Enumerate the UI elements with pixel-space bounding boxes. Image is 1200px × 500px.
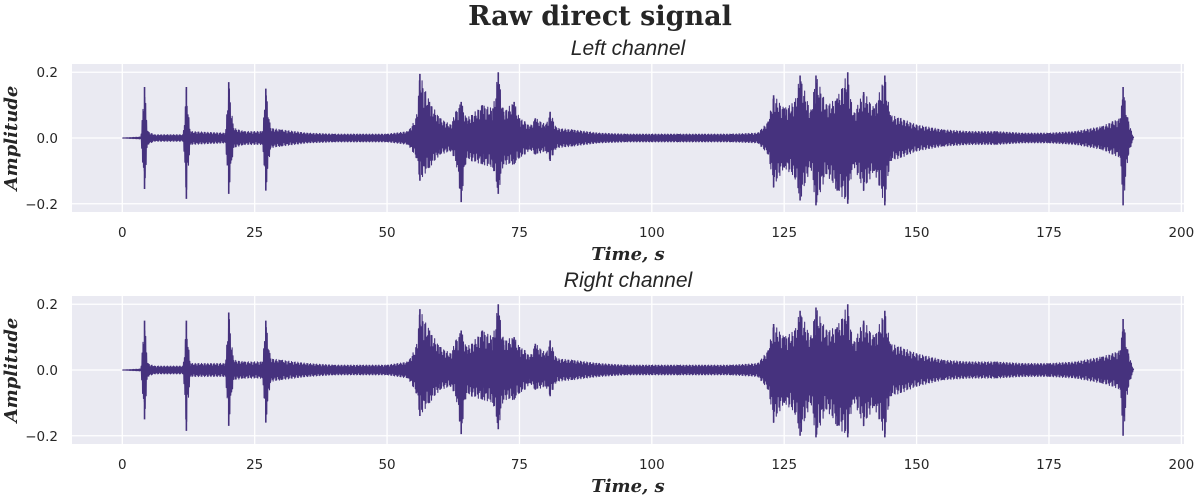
right-channel-panel: 0 25 50 75 100 125 150 175 200 −0.2 0.0 0.2 Right c… xyxy=(1,269,1194,497)
x-tick-label: 75 xyxy=(511,457,528,473)
waveform-peaks xyxy=(140,304,1130,438)
tick-layer: 0 25 50 75 100 125 150 175 200 −0.2 0.0 0.2 xyxy=(25,65,1194,241)
y-axis-label: Amplitude xyxy=(1,86,22,193)
tick-layer: 0 25 50 75 100 125 150 175 200 −0.2 0.0 0.2 xyxy=(25,297,1194,473)
waveform-line xyxy=(122,305,1135,435)
y-tick-label: 0.0 xyxy=(37,131,58,147)
series-layer xyxy=(122,72,1135,206)
left-channel-panel: 0 25 50 75 100 125 150 175 200 −0.2 0.0 0.2 Left ch… xyxy=(1,37,1194,265)
figure-title: Raw direct signal xyxy=(468,1,732,32)
y-tick-label: 0.0 xyxy=(37,363,58,379)
y-axis-label: Amplitude xyxy=(1,318,22,425)
series-layer xyxy=(122,304,1135,438)
panel-title: Left channel xyxy=(571,37,687,60)
x-tick-label: 150 xyxy=(904,225,930,241)
x-tick-label: 200 xyxy=(1168,457,1194,473)
x-tick-label: 0 xyxy=(118,225,127,241)
x-tick-label: 100 xyxy=(639,225,665,241)
waveform-line xyxy=(122,73,1135,203)
x-tick-label: 125 xyxy=(771,225,797,241)
x-axis-label: Time, s xyxy=(591,476,664,497)
x-tick-label: 100 xyxy=(639,457,665,473)
x-tick-label: 50 xyxy=(378,457,395,473)
x-tick-label: 25 xyxy=(246,457,263,473)
y-tick-label: 0.2 xyxy=(37,297,58,313)
x-tick-label: 175 xyxy=(1036,457,1062,473)
x-tick-label: 0 xyxy=(118,457,127,473)
y-tick-label: −0.2 xyxy=(25,197,58,213)
x-tick-label: 75 xyxy=(511,225,528,241)
y-tick-label: 0.2 xyxy=(37,65,58,81)
x-tick-label: 150 xyxy=(904,457,930,473)
x-tick-label: 25 xyxy=(246,225,263,241)
x-tick-label: 200 xyxy=(1168,225,1194,241)
y-tick-label: −0.2 xyxy=(25,429,58,445)
x-tick-label: 50 xyxy=(378,225,395,241)
x-axis-label: Time, s xyxy=(591,244,664,265)
panel-title: Right channel xyxy=(564,269,694,292)
waveform-peaks xyxy=(140,72,1130,206)
x-tick-label: 125 xyxy=(771,457,797,473)
x-tick-label: 175 xyxy=(1036,225,1062,241)
